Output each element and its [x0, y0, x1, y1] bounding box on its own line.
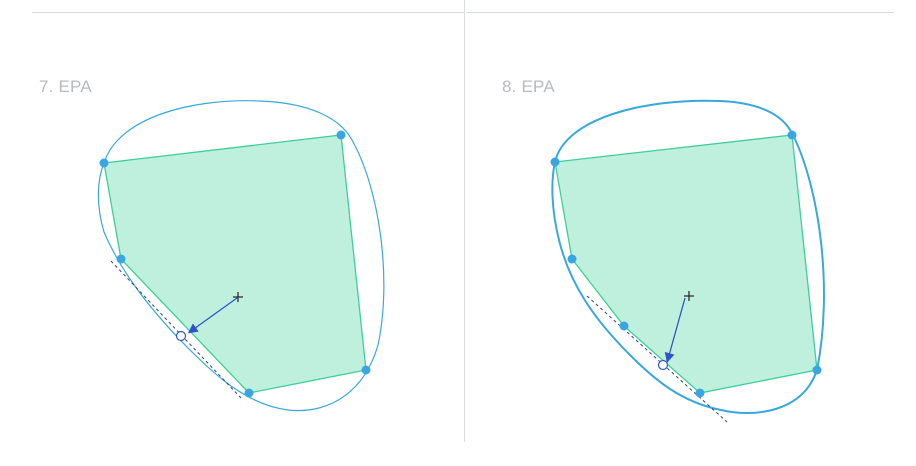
- closest-edge-support-line: [586, 295, 728, 423]
- penetration-direction-arrow: [664, 297, 686, 363]
- vertex-point: [695, 388, 705, 398]
- vertex-point: [116, 254, 126, 264]
- penetration-direction-arrow: [187, 297, 238, 334]
- polytope-vertices: [550, 130, 822, 398]
- top-rule-right: [466, 12, 894, 13]
- vertex-point: [567, 254, 577, 264]
- panel-title: 7. EPA: [39, 77, 92, 96]
- closest-edge-support-line: [110, 260, 242, 399]
- epa-polytope: [554, 134, 818, 394]
- vertex-point: [244, 388, 254, 398]
- top-rule-left: [32, 12, 464, 13]
- vertex-point: [361, 365, 371, 375]
- epa-polytope: [103, 134, 367, 394]
- vertex-point: [619, 321, 629, 331]
- panel-epa-step-7: 7. EPA: [39, 77, 385, 412]
- polytope-vertices: [99, 130, 371, 398]
- panel-epa-step-8: 8. EPA: [465, 0, 916, 466]
- closest-point-marker: [175, 330, 187, 342]
- vertex-point: [787, 130, 797, 140]
- vertex-point: [812, 365, 822, 375]
- epa-diagram-step-8: [550, 99, 825, 423]
- vertex-point: [550, 157, 560, 167]
- epa-diagram-step-7: [97, 100, 385, 412]
- origin-marker: [233, 292, 243, 302]
- panel-divider: [464, 0, 465, 442]
- closest-point-marker: [657, 359, 669, 371]
- vertex-point: [336, 130, 346, 140]
- minkowski-curve: [551, 99, 825, 415]
- origin-marker: [684, 291, 694, 301]
- panel-title: 8. EPA: [502, 77, 555, 96]
- vertex-point: [99, 158, 109, 168]
